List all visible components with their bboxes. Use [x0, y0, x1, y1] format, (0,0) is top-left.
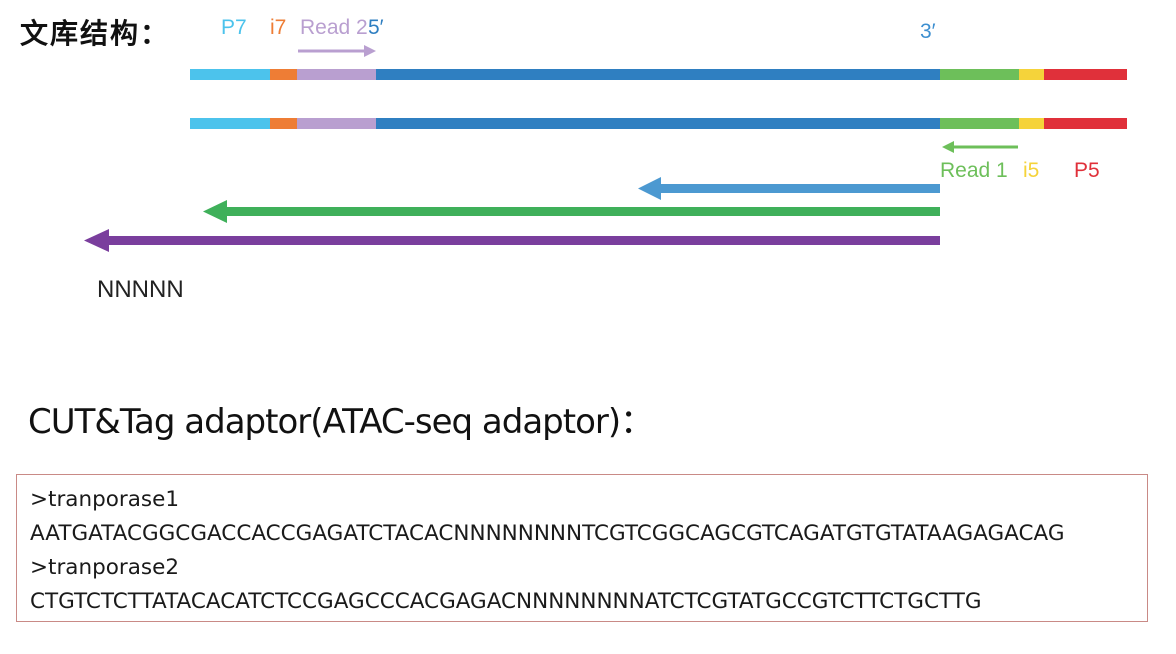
- sequence-2: CTGTCTCTTATACACATCTCCGAGCCCACGAGACNNNNNN…: [30, 589, 982, 614]
- blue-read-arrow: [638, 177, 940, 200]
- purple-read-arrow: [84, 229, 940, 252]
- segment-read2: [297, 69, 376, 80]
- sequence-header-1: >tranporase1: [30, 487, 180, 512]
- label-p5: P5: [1074, 159, 1100, 182]
- segment-read2: [297, 118, 376, 129]
- green-read-arrow: [203, 200, 940, 223]
- segment-read1: [940, 118, 1019, 129]
- adaptor-title: CUT&Tag adaptor(ATAC-seq adaptor)：: [28, 402, 654, 442]
- label-p7: P7: [221, 16, 247, 39]
- sequence-header-2: >tranporase2: [30, 555, 180, 580]
- label-i7: i7: [270, 16, 287, 39]
- segment-read1: [940, 69, 1019, 80]
- read-arrows: [84, 177, 940, 252]
- segment-p5: [1044, 118, 1127, 129]
- label-read2: Read 2: [300, 16, 368, 39]
- read2-arrow: [298, 45, 376, 57]
- segment-i5: [1019, 118, 1044, 129]
- nnnnn-label: NNNNN: [97, 276, 184, 303]
- sequence-1: AATGATACGGCGACCACCGAGATCTACACNNNNNNNNTCG…: [30, 521, 1065, 546]
- label-read1: Read 1: [940, 159, 1008, 182]
- library-structure-title: 文库结构：: [20, 17, 171, 50]
- segment-insert: [376, 118, 940, 129]
- sequence-box: >tranporase1 AATGATACGGCGACCACCGAGATCTAC…: [16, 474, 1148, 622]
- segment-i7: [270, 118, 297, 129]
- read1-arrow: [942, 141, 1018, 153]
- segment-p7: [190, 118, 270, 129]
- segment-i7: [270, 69, 297, 80]
- segment-i5: [1019, 69, 1044, 80]
- segment-insert: [376, 69, 940, 80]
- label-i5: i5: [1023, 159, 1040, 182]
- label-three-prime: 3′: [920, 20, 936, 43]
- segment-p5: [1044, 69, 1127, 80]
- label-five-prime: 5′: [368, 16, 384, 39]
- segment-p7: [190, 69, 270, 80]
